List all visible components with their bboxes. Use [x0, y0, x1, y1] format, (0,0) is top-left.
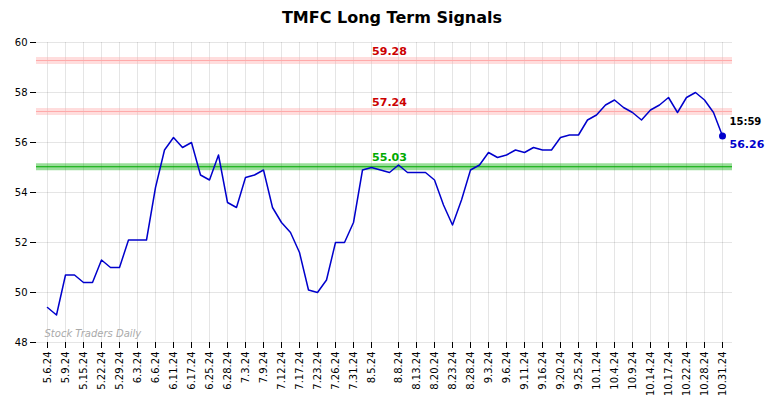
svg-text:55.03: 55.03	[372, 151, 407, 164]
svg-text:9.6.24: 9.6.24	[501, 352, 512, 384]
svg-text:57.24: 57.24	[372, 96, 407, 109]
svg-text:7.12.24: 7.12.24	[276, 352, 287, 390]
svg-text:59.28: 59.28	[372, 45, 407, 58]
svg-text:6.17.24: 6.17.24	[186, 352, 197, 390]
svg-text:7.17.24: 7.17.24	[294, 352, 305, 390]
svg-text:7.9.24: 7.9.24	[258, 352, 269, 384]
svg-text:56: 56	[15, 137, 28, 148]
svg-text:9.20.24: 9.20.24	[555, 352, 566, 390]
svg-text:8.23.24: 8.23.24	[447, 352, 458, 390]
svg-text:Stock Traders Daily: Stock Traders Daily	[45, 328, 143, 339]
svg-text:9.16.24: 9.16.24	[537, 352, 548, 390]
svg-text:7.31.24: 7.31.24	[348, 352, 359, 390]
svg-text:7.26.24: 7.26.24	[330, 352, 341, 390]
svg-text:5.22.24: 5.22.24	[96, 352, 107, 390]
svg-text:8.28.24: 8.28.24	[465, 352, 476, 390]
svg-text:8.13.24: 8.13.24	[411, 352, 422, 390]
svg-text:9.11.24: 9.11.24	[519, 352, 530, 390]
svg-text:5.15.24: 5.15.24	[78, 352, 89, 390]
svg-text:5.29.24: 5.29.24	[114, 352, 125, 390]
svg-text:8.5.24: 8.5.24	[366, 352, 377, 384]
svg-text:6.25.24: 6.25.24	[204, 352, 215, 390]
svg-text:56.26: 56.26	[730, 138, 765, 151]
svg-text:54: 54	[15, 187, 28, 198]
svg-text:9.3.24: 9.3.24	[483, 352, 494, 384]
svg-text:9.25.24: 9.25.24	[573, 352, 584, 390]
svg-text:10.4.24: 10.4.24	[609, 352, 620, 390]
svg-text:7.3.24: 7.3.24	[240, 352, 251, 384]
svg-text:10.31.24: 10.31.24	[717, 352, 728, 397]
svg-text:6.3.24: 6.3.24	[132, 352, 143, 384]
svg-text:8.8.24: 8.8.24	[393, 352, 404, 384]
svg-text:10.1.24: 10.1.24	[591, 352, 602, 390]
svg-text:60: 60	[15, 37, 28, 48]
svg-text:10.22.24: 10.22.24	[681, 352, 692, 397]
svg-text:52: 52	[15, 237, 28, 248]
html-text:TMFC Long Term Signals: TMFC Long Term Signals	[281, 8, 502, 27]
svg-text:6.6.24: 6.6.24	[150, 352, 161, 384]
svg-text:10.14.24: 10.14.24	[645, 352, 656, 397]
svg-text:5.9.24: 5.9.24	[60, 352, 71, 384]
svg-text:48: 48	[15, 337, 28, 348]
svg-text:15:59: 15:59	[730, 116, 762, 127]
svg-text:50: 50	[15, 287, 28, 298]
svg-text:10.28.24: 10.28.24	[699, 352, 710, 397]
svg-text:10.17.24: 10.17.24	[663, 352, 674, 397]
svg-text:5.6.24: 5.6.24	[42, 352, 53, 384]
svg-text:7.23.24: 7.23.24	[312, 352, 323, 390]
svg-text:6.28.24: 6.28.24	[222, 352, 233, 390]
svg-text:10.9.24: 10.9.24	[627, 352, 638, 390]
svg-text:8.20.24: 8.20.24	[429, 352, 440, 390]
svg-text:58: 58	[15, 87, 28, 98]
svg-text:6.11.24: 6.11.24	[168, 352, 179, 390]
